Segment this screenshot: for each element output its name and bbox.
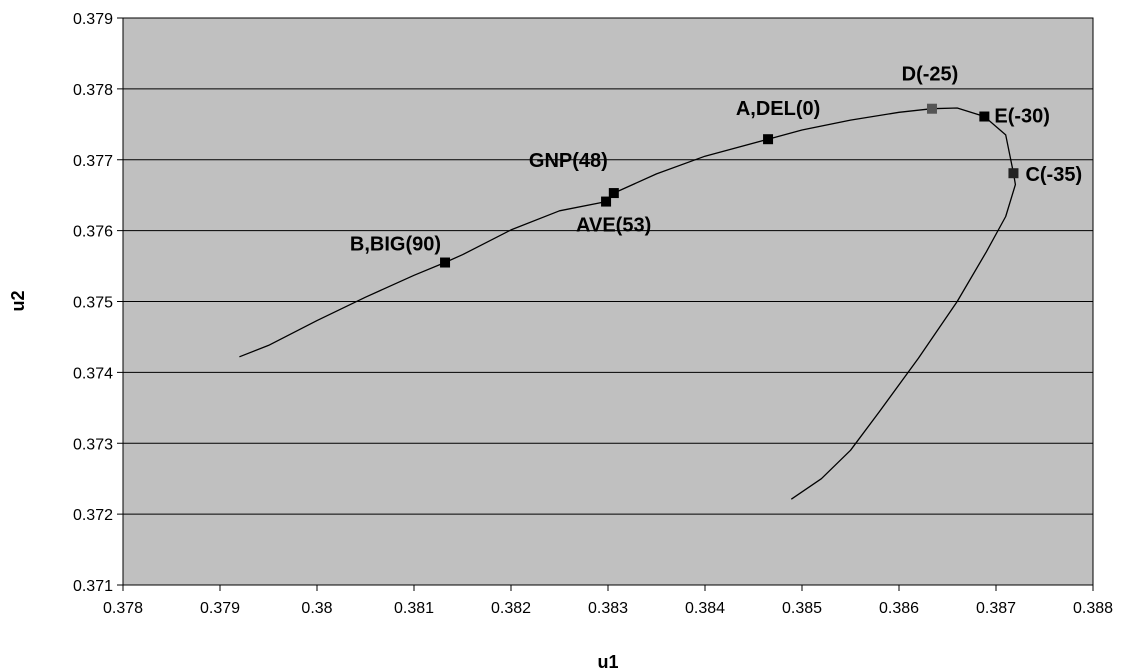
x-tick-label: 0.383 <box>588 600 628 617</box>
data-point-label: GNP(48) <box>529 150 608 172</box>
data-point <box>609 188 619 198</box>
x-tick-label: 0.379 <box>200 600 240 617</box>
y-tick-label: 0.371 <box>73 578 113 595</box>
x-axis-title: u1 <box>597 652 618 672</box>
y-tick-label: 0.373 <box>73 436 113 453</box>
x-tick-label: 0.387 <box>976 600 1016 617</box>
data-point <box>601 197 611 207</box>
x-tick-label: 0.388 <box>1073 600 1113 617</box>
data-point-label: D(-25) <box>902 64 959 86</box>
data-point-label: A,DEL(0) <box>736 98 820 120</box>
data-point <box>1008 168 1018 178</box>
y-tick-label: 0.378 <box>73 82 113 99</box>
data-point-label: C(-35) <box>1025 164 1082 186</box>
y-axis-title: u2 <box>8 290 28 311</box>
x-tick-label: 0.382 <box>491 600 531 617</box>
x-tick-label: 0.386 <box>879 600 919 617</box>
data-point <box>763 134 773 144</box>
data-point <box>979 112 989 122</box>
y-tick-label: 0.376 <box>73 224 113 241</box>
x-tick-label: 0.384 <box>685 600 725 617</box>
data-point-label: AVE(53) <box>576 215 651 237</box>
y-tick-label: 0.375 <box>73 295 113 312</box>
data-point <box>440 258 450 268</box>
x-tick-label: 0.378 <box>103 600 143 617</box>
data-point <box>927 104 937 114</box>
data-point-label: E(-30) <box>994 106 1050 128</box>
y-tick-label: 0.377 <box>73 153 113 170</box>
y-tick-label: 0.374 <box>73 365 113 382</box>
y-tick-label: 0.372 <box>73 507 113 524</box>
y-tick-label: 0.379 <box>73 11 113 28</box>
x-tick-label: 0.385 <box>782 600 822 617</box>
x-tick-label: 0.38 <box>301 600 332 617</box>
x-tick-label: 0.381 <box>394 600 434 617</box>
data-point-label: B,BIG(90) <box>350 234 441 256</box>
